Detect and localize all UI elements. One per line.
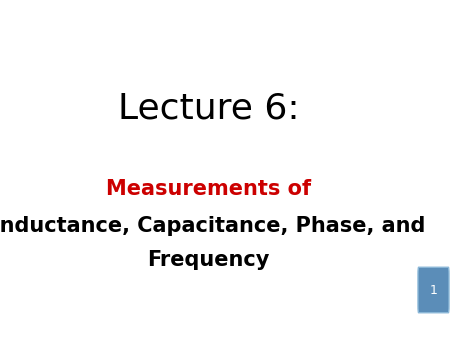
Text: Lecture 6:: Lecture 6: (118, 91, 299, 125)
Text: Frequency: Frequency (147, 250, 270, 270)
Text: Measurements of: Measurements of (106, 179, 311, 199)
Text: Inductance, Capacitance, Phase, and: Inductance, Capacitance, Phase, and (0, 216, 425, 237)
FancyBboxPatch shape (418, 267, 449, 313)
Text: 1: 1 (430, 284, 437, 296)
